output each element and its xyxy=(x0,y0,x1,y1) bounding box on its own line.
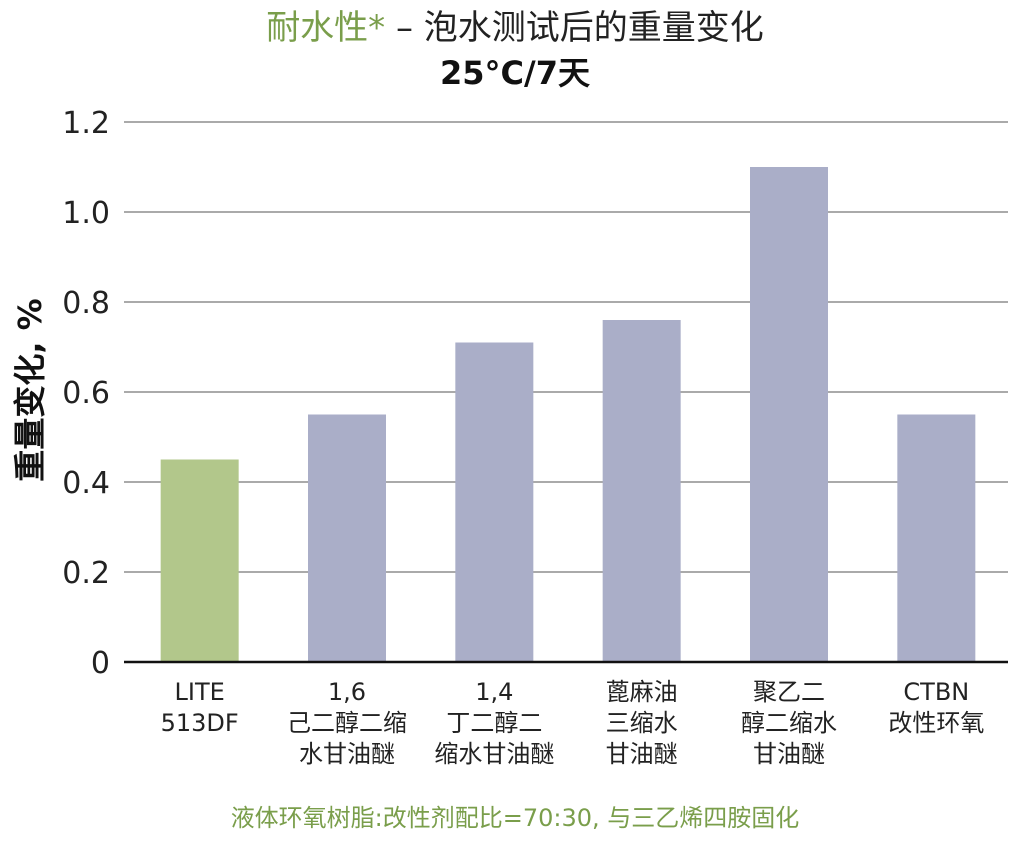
bar-chart: 0 0.2 0.4 0.6 0.8 1.0 1.2 LITE 513DF 1,6 己二醇二缩水甘油… xyxy=(62,106,1008,768)
y-tick-label: 0.6 xyxy=(62,376,110,411)
y-tick-label: 0.4 xyxy=(62,466,110,501)
y-tick-label: 0.2 xyxy=(62,556,110,591)
y-tick-label: 0 xyxy=(91,646,110,681)
bar xyxy=(308,414,386,662)
x-tick-labels: LITE 513DF 1,6 己二醇二缩水甘油醚 1,4 丁二醇二缩水甘油醚蓖麻油三缩水甘… xyxy=(161,678,985,768)
y-tick-label: 1.0 xyxy=(62,196,110,231)
bar xyxy=(160,459,239,662)
bar xyxy=(750,167,828,662)
x-tick-label: LITE 513DF xyxy=(161,678,239,737)
footnote: 液体环氧树脂:改性剂配比=70:30, 与三乙烯四胺固化 xyxy=(230,804,800,832)
x-tick-label: 1,4 丁二醇二缩水甘油醚 xyxy=(434,678,554,768)
x-tick-label: CTBN 改性环氧 xyxy=(888,678,984,737)
x-tick-label: 聚乙二醇二缩水甘油醚 xyxy=(741,678,837,768)
chart-title-accent: 耐水性* xyxy=(266,8,386,48)
bar xyxy=(602,320,681,662)
y-tick-label: 1.2 xyxy=(62,106,110,141)
bar xyxy=(897,414,976,662)
bar xyxy=(455,342,534,662)
y-tick-label: 0.8 xyxy=(62,286,110,321)
bars xyxy=(160,167,976,662)
gridlines xyxy=(124,121,1008,573)
chart-subtitle: 25°C/7天 xyxy=(440,54,590,92)
x-tick-label: 蓖麻油三缩水甘油醚 xyxy=(606,678,678,768)
chart-title-rest: – 泡水测试后的重量变化 xyxy=(385,8,764,48)
y-tick-labels: 0 0.2 0.4 0.6 0.8 1.0 1.2 xyxy=(62,106,110,681)
chart-title: 耐水性* – 泡水测试后的重量变化 xyxy=(0,6,1030,50)
x-tick-label: 1,6 己二醇二缩水甘油醚 xyxy=(287,678,407,768)
